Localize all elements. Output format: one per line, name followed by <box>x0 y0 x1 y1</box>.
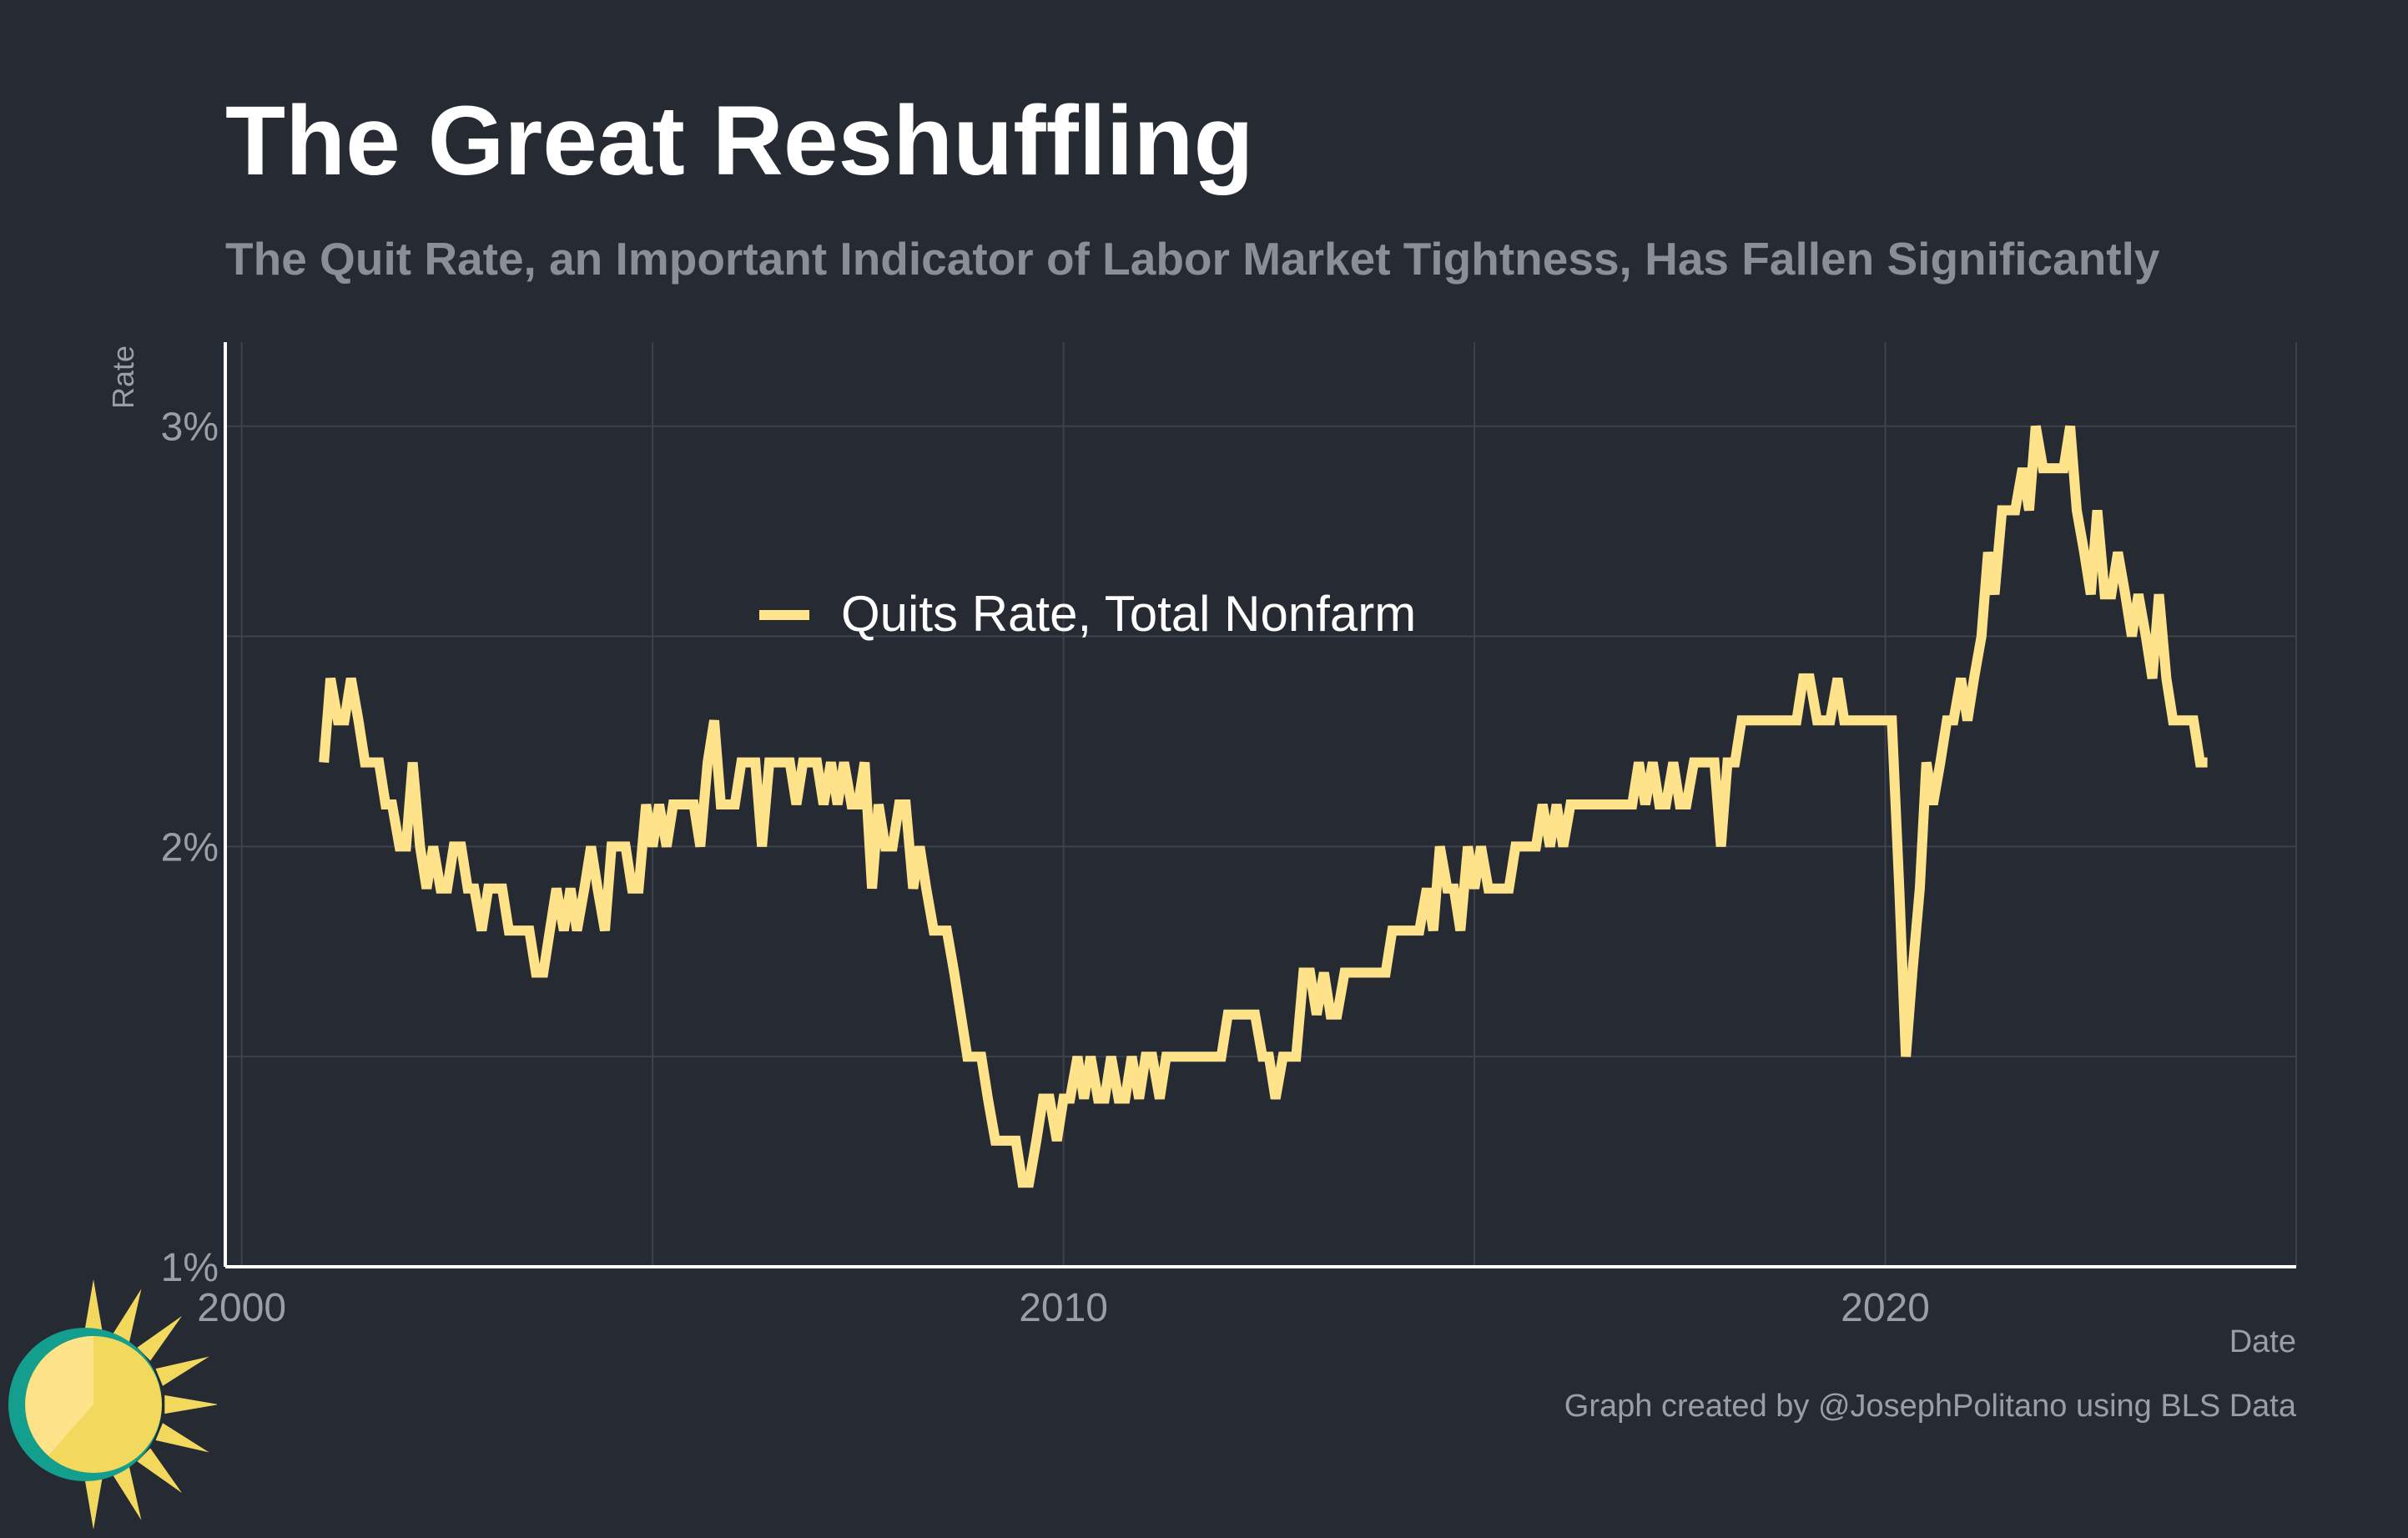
grid-lines <box>225 342 2297 1268</box>
sun-ray-icon <box>112 1288 142 1343</box>
y-tick-label: 3% <box>161 406 219 450</box>
axis-labels: 1% 2% 3% 2000 2010 2020 Date Rate <box>106 345 2296 1359</box>
sun-rays-icon <box>83 1279 217 1530</box>
legend: Quits Rate, Total Nonfarm <box>759 586 1416 642</box>
sun-ray-icon <box>83 1475 103 1530</box>
x-tick-label: 2010 <box>1019 1286 1108 1330</box>
page-subtitle: The Quit Rate, an Important Indicator of… <box>225 233 2160 285</box>
sun-ray-icon <box>112 1466 142 1520</box>
sun-highlight-icon <box>25 1336 94 1455</box>
sun-ray-icon <box>164 1394 217 1414</box>
credit-note: Graph created by @JosephPolitano using B… <box>1564 1389 2296 1424</box>
series-layer <box>319 425 2208 1188</box>
axes <box>224 342 2296 1268</box>
y-axis-title: Rate <box>106 345 140 409</box>
sun-ray-icon <box>83 1279 103 1334</box>
series-line-quits-rate <box>319 425 2208 1188</box>
sun-ray-icon <box>137 1315 183 1361</box>
sun-ray-icon <box>155 1423 209 1453</box>
sun-ray-icon <box>137 1448 183 1494</box>
x-axis-title: Date <box>2229 1324 2296 1359</box>
sun-logo-icon <box>8 1279 217 1530</box>
x-tick-label: 2020 <box>1841 1286 1930 1330</box>
y-tick-label: 2% <box>161 825 219 870</box>
page-title: The Great Reshuffling <box>225 86 1254 196</box>
x-tick-label: 2000 <box>197 1286 286 1330</box>
sun-ray-icon <box>155 1356 209 1386</box>
legend-label: Quits Rate, Total Nonfarm <box>841 586 1416 642</box>
y-tick-label: 1% <box>161 1246 219 1290</box>
